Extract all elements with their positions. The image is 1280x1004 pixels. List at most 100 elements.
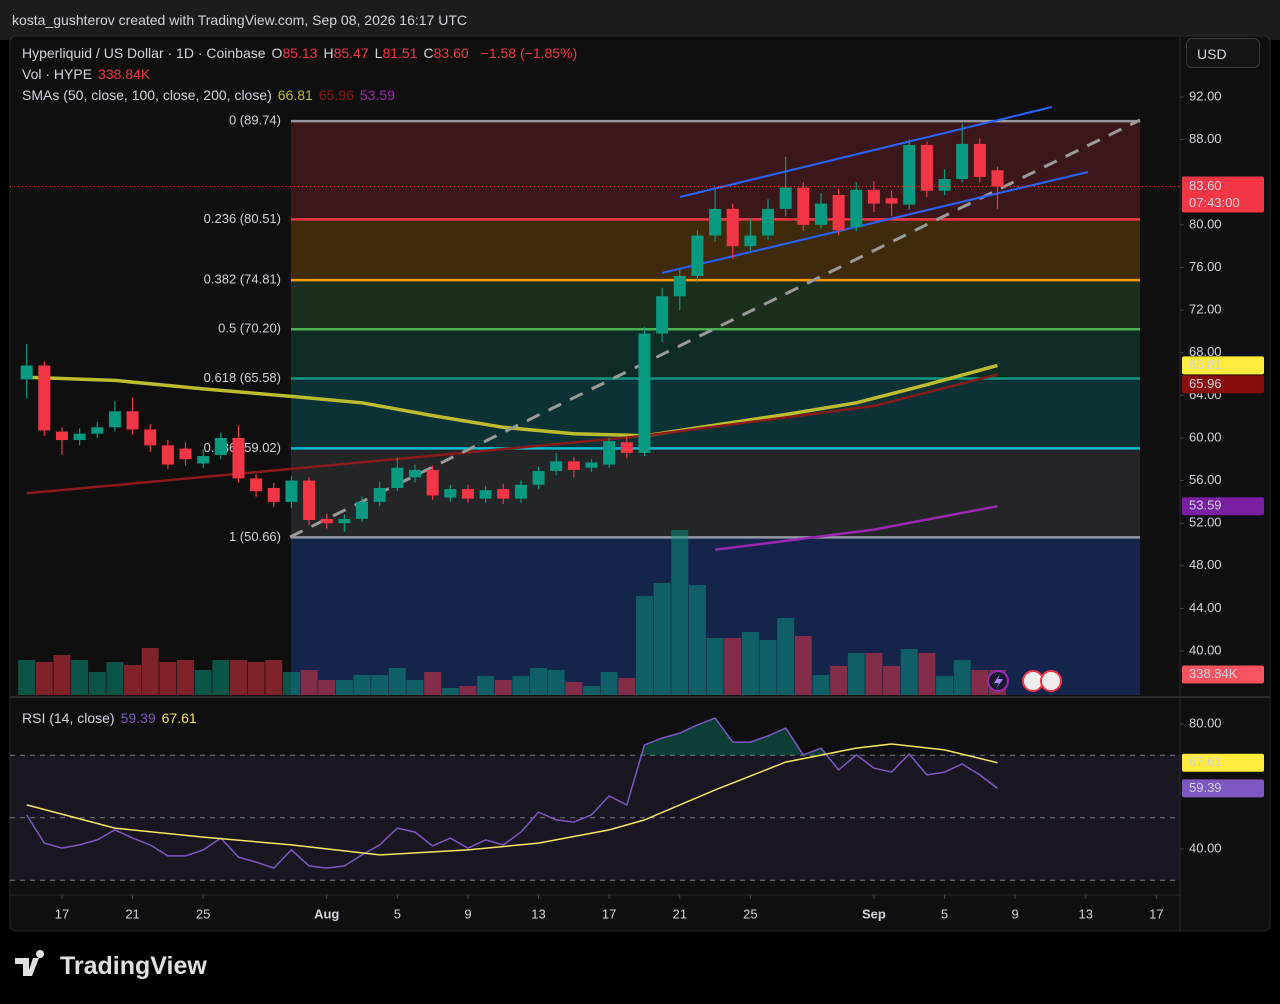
fib-label: 0.236 (80.51) <box>204 211 281 226</box>
y-tick-label: 60.00 <box>1189 429 1222 444</box>
x-tick-label: 21 <box>125 906 139 921</box>
volume-bar <box>547 669 565 695</box>
y-tick-label: 48.00 <box>1189 557 1222 572</box>
volume-bar <box>229 660 247 695</box>
volume-bar <box>883 665 901 695</box>
ohlc: O85.13 H85.47 L81.51 C83.60 <box>272 45 475 61</box>
y-tick-label: 80.00 <box>1189 216 1222 231</box>
trend-line <box>289 118 1141 539</box>
sma-tag: 66.81 <box>1189 357 1222 372</box>
fib-zone <box>291 280 1140 330</box>
y-tick-label: 88.00 <box>1189 131 1222 146</box>
candle-body <box>55 431 68 441</box>
x-tick-label: 21 <box>673 906 687 921</box>
candle-body <box>567 461 580 470</box>
candle-body <box>779 187 792 209</box>
icon-bolt <box>994 674 1003 689</box>
sma-tag-bg <box>1182 356 1264 375</box>
rsi-value: 67.61 <box>161 710 197 726</box>
fib-zone <box>291 378 1140 449</box>
candle-body <box>179 448 192 460</box>
fib-label: 0.5 (70.20) <box>218 321 281 336</box>
rsi-label: RSI (14, close) <box>22 710 115 726</box>
volume-bar <box>830 665 848 695</box>
candle-body <box>197 456 210 464</box>
brand: TradingView <box>60 952 207 980</box>
volume-bar <box>759 640 777 695</box>
sma-tag-bg <box>1182 375 1264 394</box>
sma-line <box>714 504 998 552</box>
ohlc-key: C <box>423 45 434 61</box>
icon[interactable] <box>1040 670 1062 692</box>
candle-body <box>814 203 827 225</box>
candle-body <box>832 195 845 231</box>
channel-upper <box>679 106 1053 198</box>
volume-bar <box>865 653 883 695</box>
legend-rsi: RSI (14, close) 59.39 67.61 <box>22 710 203 726</box>
volume-bar <box>212 660 230 695</box>
y-tick-label: 44.00 <box>1189 600 1222 615</box>
candle-body <box>373 488 386 502</box>
volume-bar <box>706 638 724 695</box>
candle-body <box>338 518 351 524</box>
candle-body <box>938 179 951 191</box>
volume-bar <box>635 596 653 695</box>
volume-bar <box>441 687 459 695</box>
rsi-tag-bg <box>1182 779 1264 798</box>
event-icons <box>987 670 1062 692</box>
candle-body <box>391 467 404 489</box>
x-tick-label: 5 <box>394 906 401 921</box>
volume-bar <box>477 676 495 695</box>
fib-label: 0.618 (65.58) <box>204 370 281 385</box>
volume-bar <box>688 585 706 695</box>
candle-body <box>726 208 739 247</box>
volume-bar <box>371 675 389 695</box>
candle-body <box>762 208 775 236</box>
ohlc-value: 81.51 <box>382 45 418 61</box>
legend-sma: SMAs (50, close, 100, close, 200, close)… <box>22 87 401 103</box>
legend-volume: Vol · HYPE 338.84K <box>22 66 156 82</box>
candle-body <box>620 442 633 453</box>
volume-bar <box>300 669 318 695</box>
candle-body <box>320 518 333 524</box>
y-tick-label: 92.00 <box>1189 88 1222 103</box>
candle-body <box>867 189 880 204</box>
candle-body <box>250 478 263 492</box>
x-tick-label: 9 <box>1012 906 1019 921</box>
y-tick-label: 56.00 <box>1189 472 1222 487</box>
volume-bar <box>282 671 300 695</box>
volume-bar <box>918 653 936 695</box>
candle-body <box>408 469 421 478</box>
y-tick-label: 40.00 <box>1189 642 1222 657</box>
fib-label: 0 (89.74) <box>229 113 281 128</box>
ohlc-value: 85.13 <box>282 45 318 61</box>
candle-body <box>497 489 510 499</box>
rsi-line <box>26 717 998 869</box>
x-tick-label: Sep <box>862 906 886 921</box>
sma-label: SMAs (50, close, 100, close, 200, close) <box>22 87 272 103</box>
rsi-tick-label: 80.00 <box>1189 715 1222 730</box>
countdown: 07:43:00 <box>1189 195 1240 210</box>
rsi-line <box>26 743 998 856</box>
candle-body <box>514 484 527 499</box>
volume-bar <box>265 660 283 695</box>
sma-tag: 53.59 <box>1189 498 1222 513</box>
ohlc-value: 83.60 <box>433 45 469 61</box>
candle-body <box>285 480 298 502</box>
candle-body <box>20 365 33 380</box>
volume-tag: 338.84K <box>1189 666 1238 681</box>
x-tick-label: 17 <box>55 906 69 921</box>
volume-bar <box>565 682 583 695</box>
currency-button[interactable]: USD <box>1186 38 1260 68</box>
candle-body <box>461 489 474 499</box>
volume-bar <box>530 667 548 695</box>
volume-bar <box>194 669 212 695</box>
x-tick-label: Aug <box>314 906 339 921</box>
candle-body <box>356 501 369 519</box>
volume-bar <box>177 660 194 695</box>
logo <box>15 950 45 976</box>
candle-body <box>673 275 686 297</box>
candle-body <box>303 480 316 520</box>
volume-bar <box>424 671 442 695</box>
candle-body <box>885 198 898 204</box>
